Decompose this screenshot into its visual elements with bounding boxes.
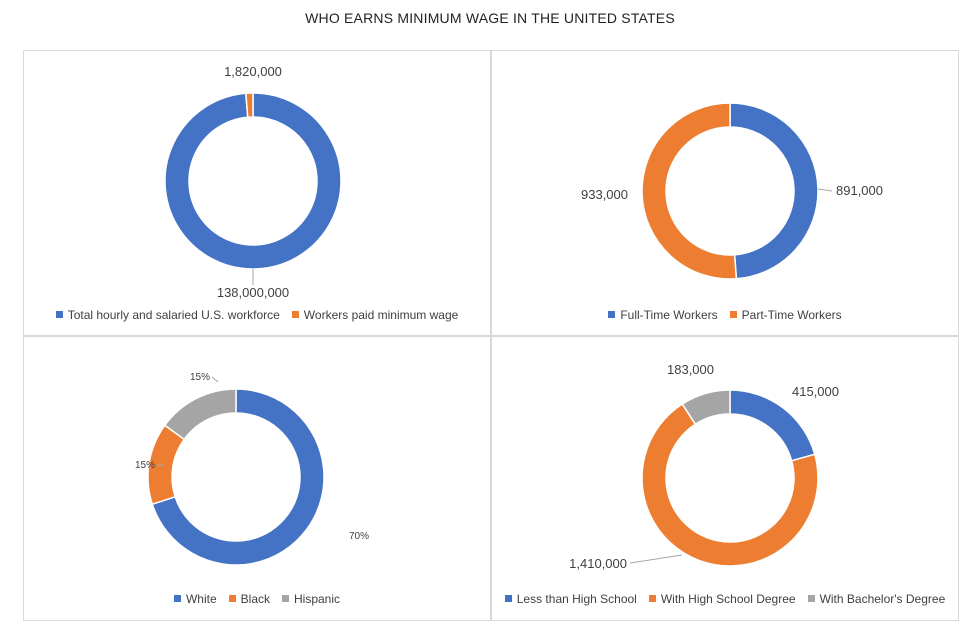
- data-label: 183,000: [667, 362, 714, 377]
- legend-education: Less than High School With High School De…: [492, 592, 958, 606]
- legend-label: White: [185, 592, 217, 606]
- donut-chart-fulltime-parttime: 891,000 933,000: [581, 102, 883, 280]
- legend-item: White: [173, 592, 217, 606]
- legend-item: Workers paid minimum wage: [291, 308, 459, 322]
- data-label: 933,000: [581, 187, 628, 202]
- chart-panel-workforce: 138,000,000 1,820,000 Total hourly and sa…: [23, 50, 491, 336]
- legend-label: Full-Time Workers: [620, 308, 718, 322]
- legend-label: With High School Degree: [660, 592, 796, 606]
- leader-line: [629, 554, 683, 564]
- legend-swatch: [228, 595, 236, 603]
- legend-label: Black: [240, 592, 270, 606]
- legend-item: With Bachelor's Degree: [807, 592, 946, 606]
- donut-slice-1: [151, 388, 325, 566]
- donut-slice-1: [164, 92, 342, 270]
- legend-label: With Bachelor's Degree: [819, 592, 946, 606]
- legend-label: Workers paid minimum wage: [303, 308, 459, 322]
- data-label: 1,820,000: [224, 64, 282, 79]
- data-label: 70%: [349, 531, 369, 542]
- legend-item: Less than High School: [504, 592, 637, 606]
- chart-title: WHO EARNS MINIMUM WAGE IN THE UNITED STA…: [305, 10, 675, 26]
- legend-item: With High School Degree: [648, 592, 796, 606]
- legend-fulltime-parttime: Full-Time Workers Part-Time Workers: [492, 308, 958, 322]
- data-label: 1,410,000: [569, 556, 627, 571]
- legend-label: Total hourly and salaried U.S. workforce: [67, 308, 280, 322]
- legend-item: Black: [228, 592, 270, 606]
- legend-swatch: [648, 595, 656, 603]
- legend-item: Full-Time Workers: [608, 308, 718, 322]
- donut-slice-2: [245, 92, 254, 119]
- leader-line: [817, 188, 833, 192]
- chart-panel-race: 70% 15% 15% White Black Hispanic: [23, 336, 491, 621]
- donut-chart-workforce: 138,000,000 1,820,000: [164, 64, 342, 300]
- legend-race: White Black Hispanic: [24, 592, 490, 606]
- legend-item: Part-Time Workers: [729, 308, 842, 322]
- legend-swatch: [729, 311, 737, 319]
- donut-chart-race: 70% 15% 15%: [135, 372, 369, 566]
- legend-workforce: Total hourly and salaried U.S. workforce…: [24, 308, 490, 322]
- donut-slice-2: [641, 102, 738, 280]
- data-label: 15%: [190, 372, 210, 383]
- legend-swatch: [291, 311, 299, 319]
- data-label: 891,000: [836, 183, 883, 198]
- data-label: 138,000,000: [217, 285, 289, 300]
- legend-swatch: [504, 595, 512, 603]
- legend-swatch: [807, 595, 815, 603]
- legend-swatch: [282, 595, 289, 603]
- donut-chart-education: 415,000 1,410,000 183,000: [569, 362, 839, 571]
- donut-slice-3: [681, 389, 731, 426]
- data-label: 415,000: [792, 384, 839, 399]
- legend-item: Hispanic: [282, 592, 340, 606]
- legend-item: Total hourly and salaried U.S. workforce: [55, 308, 280, 322]
- legend-label: Hispanic: [294, 592, 341, 606]
- data-label: 15%: [135, 460, 155, 471]
- legend-label: Part-Time Workers: [741, 308, 842, 322]
- chart-panel-education: 415,000 1,410,000 183,000 Less than High S…: [491, 336, 959, 621]
- leader-line: [211, 376, 219, 383]
- legend-swatch: [55, 311, 63, 319]
- legend-swatch: [173, 595, 181, 603]
- donut-slice-3: [163, 388, 237, 441]
- donut-slice-1: [729, 102, 819, 280]
- chart-panel-fulltime-parttime: 891,000 933,000 Full-Time Workers Part-Tim…: [491, 50, 959, 336]
- legend-label: Less than High School: [516, 592, 637, 606]
- legend-swatch: [608, 311, 616, 319]
- donut-slice-1: [729, 389, 816, 462]
- donut-slice-2: [641, 402, 819, 567]
